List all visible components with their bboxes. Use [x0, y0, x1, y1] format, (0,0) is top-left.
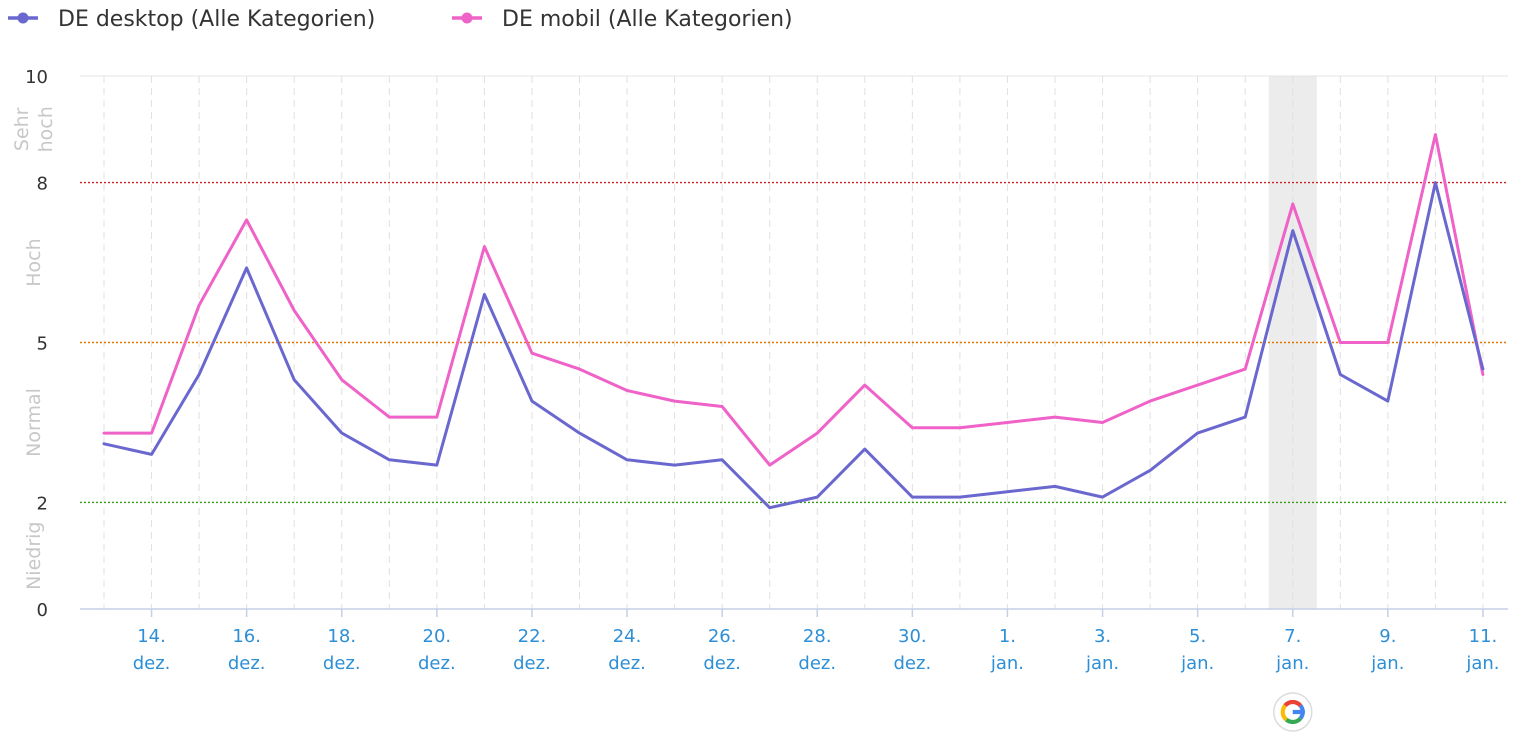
x-tick-month: dez. [894, 653, 932, 674]
legend-swatch-dot [461, 12, 473, 24]
series-line [102, 133, 1485, 467]
legend-swatch-dot [17, 12, 29, 24]
x-tick-month: jan. [1370, 653, 1404, 674]
y-tick-label: 5 [37, 334, 48, 355]
legend-label: DE mobil (Alle Kategorien) [502, 7, 793, 32]
zone-label: Niedrig [23, 521, 45, 589]
x-tick-day: 7. [1284, 626, 1301, 647]
legend-label: DE desktop (Alle Kategorien) [58, 7, 375, 32]
x-tick-day: 14. [137, 626, 166, 647]
x-tick-month: jan. [1085, 653, 1119, 674]
x-tick-month: dez. [703, 653, 741, 674]
x-tick-day: 5. [1189, 626, 1206, 647]
x-tick-day: 3. [1094, 626, 1111, 647]
series-line [102, 181, 1485, 510]
zone-label: Normal [23, 388, 45, 457]
x-tick-day: 30. [898, 626, 927, 647]
x-tick-month: jan. [1180, 653, 1214, 674]
x-tick-month: dez. [133, 653, 171, 674]
zone-label: Hoch [23, 238, 45, 286]
legend: DE desktop (Alle Kategorien) DE mobil (Al… [8, 7, 793, 32]
google-arc [1284, 716, 1303, 725]
x-tick-day: 16. [232, 626, 261, 647]
marker-layer [1273, 692, 1313, 732]
x-tick-day: 18. [327, 626, 356, 647]
x-tick-month: jan. [990, 653, 1024, 674]
x-tick-day: 24. [613, 626, 642, 647]
y-tick-label: 0 [37, 600, 48, 621]
zone-label: hoch [35, 106, 57, 152]
zone-label: Sehr [11, 107, 33, 151]
axis-layer: 0 2 5 8 10 Niedrig Normal Hoch Sehr hoch 14. dez. 16… [11, 67, 1508, 674]
x-tick-month: dez. [513, 653, 551, 674]
y-tick-label: 10 [25, 67, 48, 88]
x-tick-day: 22. [518, 626, 547, 647]
x-tick-day: 28. [803, 626, 832, 647]
x-tick-month: jan. [1465, 653, 1499, 674]
google-arc [1283, 699, 1303, 708]
x-tick-month: dez. [798, 653, 836, 674]
x-tick-month: jan. [1275, 653, 1309, 674]
x-tick-day: 1. [999, 626, 1016, 647]
x-tick-day: 20. [423, 626, 452, 647]
x-tick-month: dez. [228, 653, 266, 674]
x-tick-day: 26. [708, 626, 737, 647]
x-tick-month: dez. [608, 653, 646, 674]
google-arc [1280, 704, 1288, 722]
series-layer [102, 133, 1485, 510]
y-tick-label: 2 [37, 493, 48, 514]
y-tick-label: 8 [37, 174, 48, 195]
x-tick-month: dez. [418, 653, 456, 674]
x-tick-day: 11. [1469, 626, 1498, 647]
x-tick-month: dez. [323, 653, 361, 674]
x-tick-day: 9. [1379, 626, 1396, 647]
google-g-icon [1280, 699, 1305, 725]
